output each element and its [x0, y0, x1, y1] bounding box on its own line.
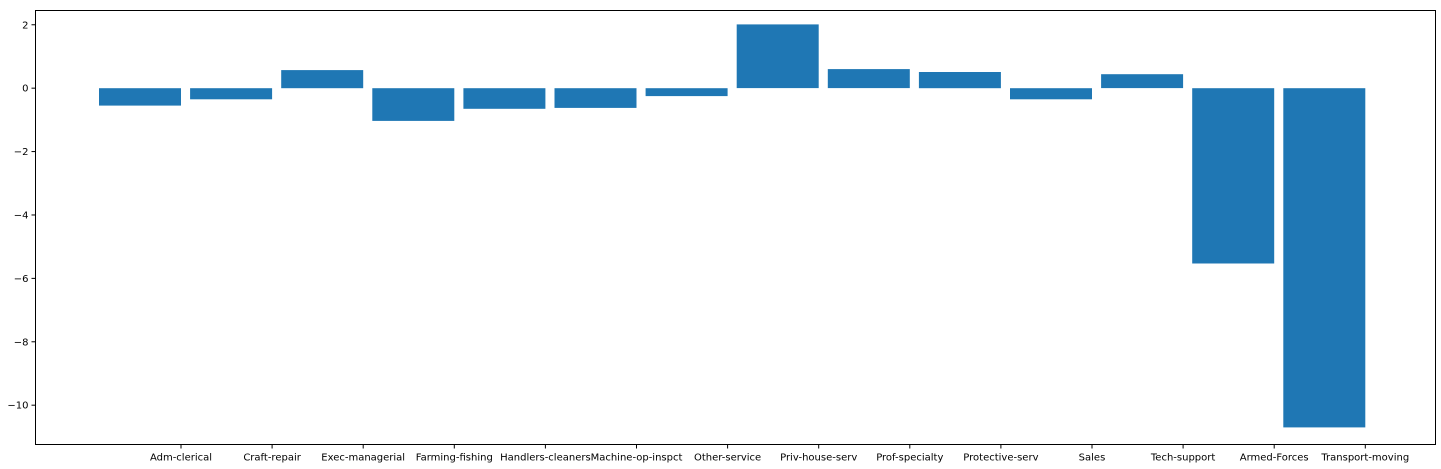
y-tick-label: 0 [22, 84, 28, 95]
x-tick-label-prof-specialty: Prof-specialty [876, 453, 943, 464]
y-tick-label: −2 [14, 147, 29, 158]
x-axis: Adm-clerical Craft-repair Exec-managerial F… [150, 444, 1409, 464]
x-tick-label-protective-serv: Protective-serv [963, 453, 1038, 464]
x-tick-label-adm-clerical: Adm-clerical [150, 453, 212, 464]
y-axis: 2 0 −2 −4 −6 −8 −10 [7, 20, 36, 412]
x-tick-label-machine-op-inspct: Machine-op-inspct [591, 453, 683, 464]
bar-farming-fishing [372, 88, 455, 121]
x-tick-label-handlers-cleaners: Handlers-cleaners [500, 453, 591, 464]
bar-sales [1010, 88, 1092, 100]
y-tick-label: 2 [22, 20, 28, 31]
y-tick-label: −10 [7, 401, 28, 412]
x-tick-label-sales: Sales [1079, 453, 1106, 464]
x-tick-label-transport-moving: Transport-moving [1320, 453, 1409, 464]
x-tick-label-armed-forces: Armed-Forces [1240, 453, 1309, 464]
x-tick-label-farming-fishing: Farming-fishing [416, 453, 493, 464]
bar-exec-managerial [281, 70, 364, 89]
bar-other-service [645, 88, 728, 97]
bar-armed-forces [1192, 88, 1275, 264]
x-tick-label-other-service: Other-service [694, 453, 761, 464]
x-tick-label-priv-house-serv: Priv-house-serv [780, 453, 857, 464]
bar-craft-repair [190, 88, 273, 100]
x-tick-label-craft-repair: Craft-repair [243, 453, 301, 464]
bar-adm-clerical [99, 88, 181, 106]
y-tick-label: −4 [14, 210, 29, 221]
bar-prof-specialty [827, 69, 910, 89]
y-tick-label: −6 [14, 274, 29, 285]
bar-handlers-cleaners [463, 88, 546, 109]
bars-group [99, 24, 1366, 428]
bar-protective-serv [918, 72, 1001, 89]
bar-tech-support [1101, 74, 1184, 89]
y-tick-label: −8 [14, 337, 29, 348]
bar-transport-moving [1283, 88, 1366, 428]
bar-priv-house-serv [736, 24, 819, 89]
x-tick-label-tech-support: Tech-support [1150, 453, 1215, 464]
bar-machine-op-inspct [554, 88, 637, 108]
plot-frame [35, 10, 1436, 445]
x-tick-label-exec-managerial: Exec-managerial [321, 453, 405, 464]
